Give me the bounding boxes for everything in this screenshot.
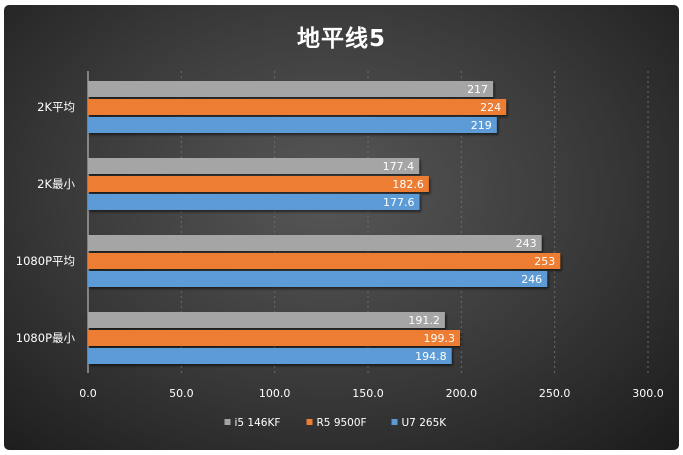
bar-0-1 <box>88 158 420 174</box>
legend: i5 146KF R5 9500F U7 265K <box>224 417 448 429</box>
category-label-3: 1080P最小 <box>16 331 76 345</box>
bars <box>88 81 561 364</box>
bar-chart: 217 224 219 177.4 182.6 177.6 243 253 246 191.2 19… <box>16 71 664 429</box>
bar-2-3 <box>88 348 452 364</box>
bar-1-1 <box>88 176 429 192</box>
x-tick-label-6: 300.0 <box>632 387 664 400</box>
category-label-1: 2K最小 <box>37 177 75 191</box>
chart-title: 地平线5 <box>296 26 386 52</box>
legend-swatch-1 <box>306 419 313 425</box>
data-labels: 217 224 219 177.4 182.6 177.6 243 253 246 191.2 19… <box>383 83 556 363</box>
bar-0-2 <box>88 235 542 251</box>
data-label-2-3: 194.8 <box>415 350 447 363</box>
x-tick-label-4: 200.0 <box>446 387 478 400</box>
bar-2-0 <box>88 117 497 133</box>
bar-1-2 <box>88 253 561 269</box>
bar-0-0 <box>88 81 494 97</box>
x-tick-label-0: 0.0 <box>79 387 97 400</box>
x-tick-labels: 0.0 50.0 100.0 150.0 200.0 250.0 300.0 <box>79 387 664 400</box>
data-label-2-2: 246 <box>521 273 542 286</box>
data-label-1-3: 199.3 <box>424 332 456 345</box>
category-labels: 2K平均 2K最小 1080P平均 1080P最小 <box>16 100 76 345</box>
bar-2-1 <box>88 194 420 210</box>
x-tick-label-3: 150.0 <box>352 387 384 400</box>
x-tick-label-1: 50.0 <box>169 387 194 400</box>
data-label-0-0: 217 <box>467 83 488 96</box>
legend-label-0: i5 146KF <box>235 417 281 429</box>
data-label-2-1: 177.6 <box>383 196 415 209</box>
bar-0-3 <box>88 312 445 328</box>
legend-swatch-0 <box>224 419 231 425</box>
data-label-1-1: 182.6 <box>392 178 424 191</box>
data-label-1-0: 224 <box>480 101 501 114</box>
x-tick-label-5: 250.0 <box>539 387 571 400</box>
bar-1-0 <box>88 99 507 115</box>
category-label-0: 2K平均 <box>37 100 75 114</box>
data-label-0-1: 177.4 <box>383 160 415 173</box>
bar-1-3 <box>88 330 461 346</box>
chart-card: 地平线5 217 224 219 177.4 182.6 177.6 243 253 246 19… <box>4 5 679 450</box>
legend-label-1: R5 9500F <box>317 417 367 429</box>
category-label-2: 1080P平均 <box>16 254 75 268</box>
legend-swatch-2 <box>391 419 398 425</box>
data-label-1-2: 253 <box>534 255 555 268</box>
data-label-2-0: 219 <box>471 119 492 132</box>
legend-label-2: U7 265K <box>402 417 448 429</box>
x-tick-label-2: 100.0 <box>259 387 291 400</box>
bar-2-2 <box>88 271 548 287</box>
data-label-0-2: 243 <box>516 237 537 250</box>
data-label-0-3: 191.2 <box>408 314 440 327</box>
